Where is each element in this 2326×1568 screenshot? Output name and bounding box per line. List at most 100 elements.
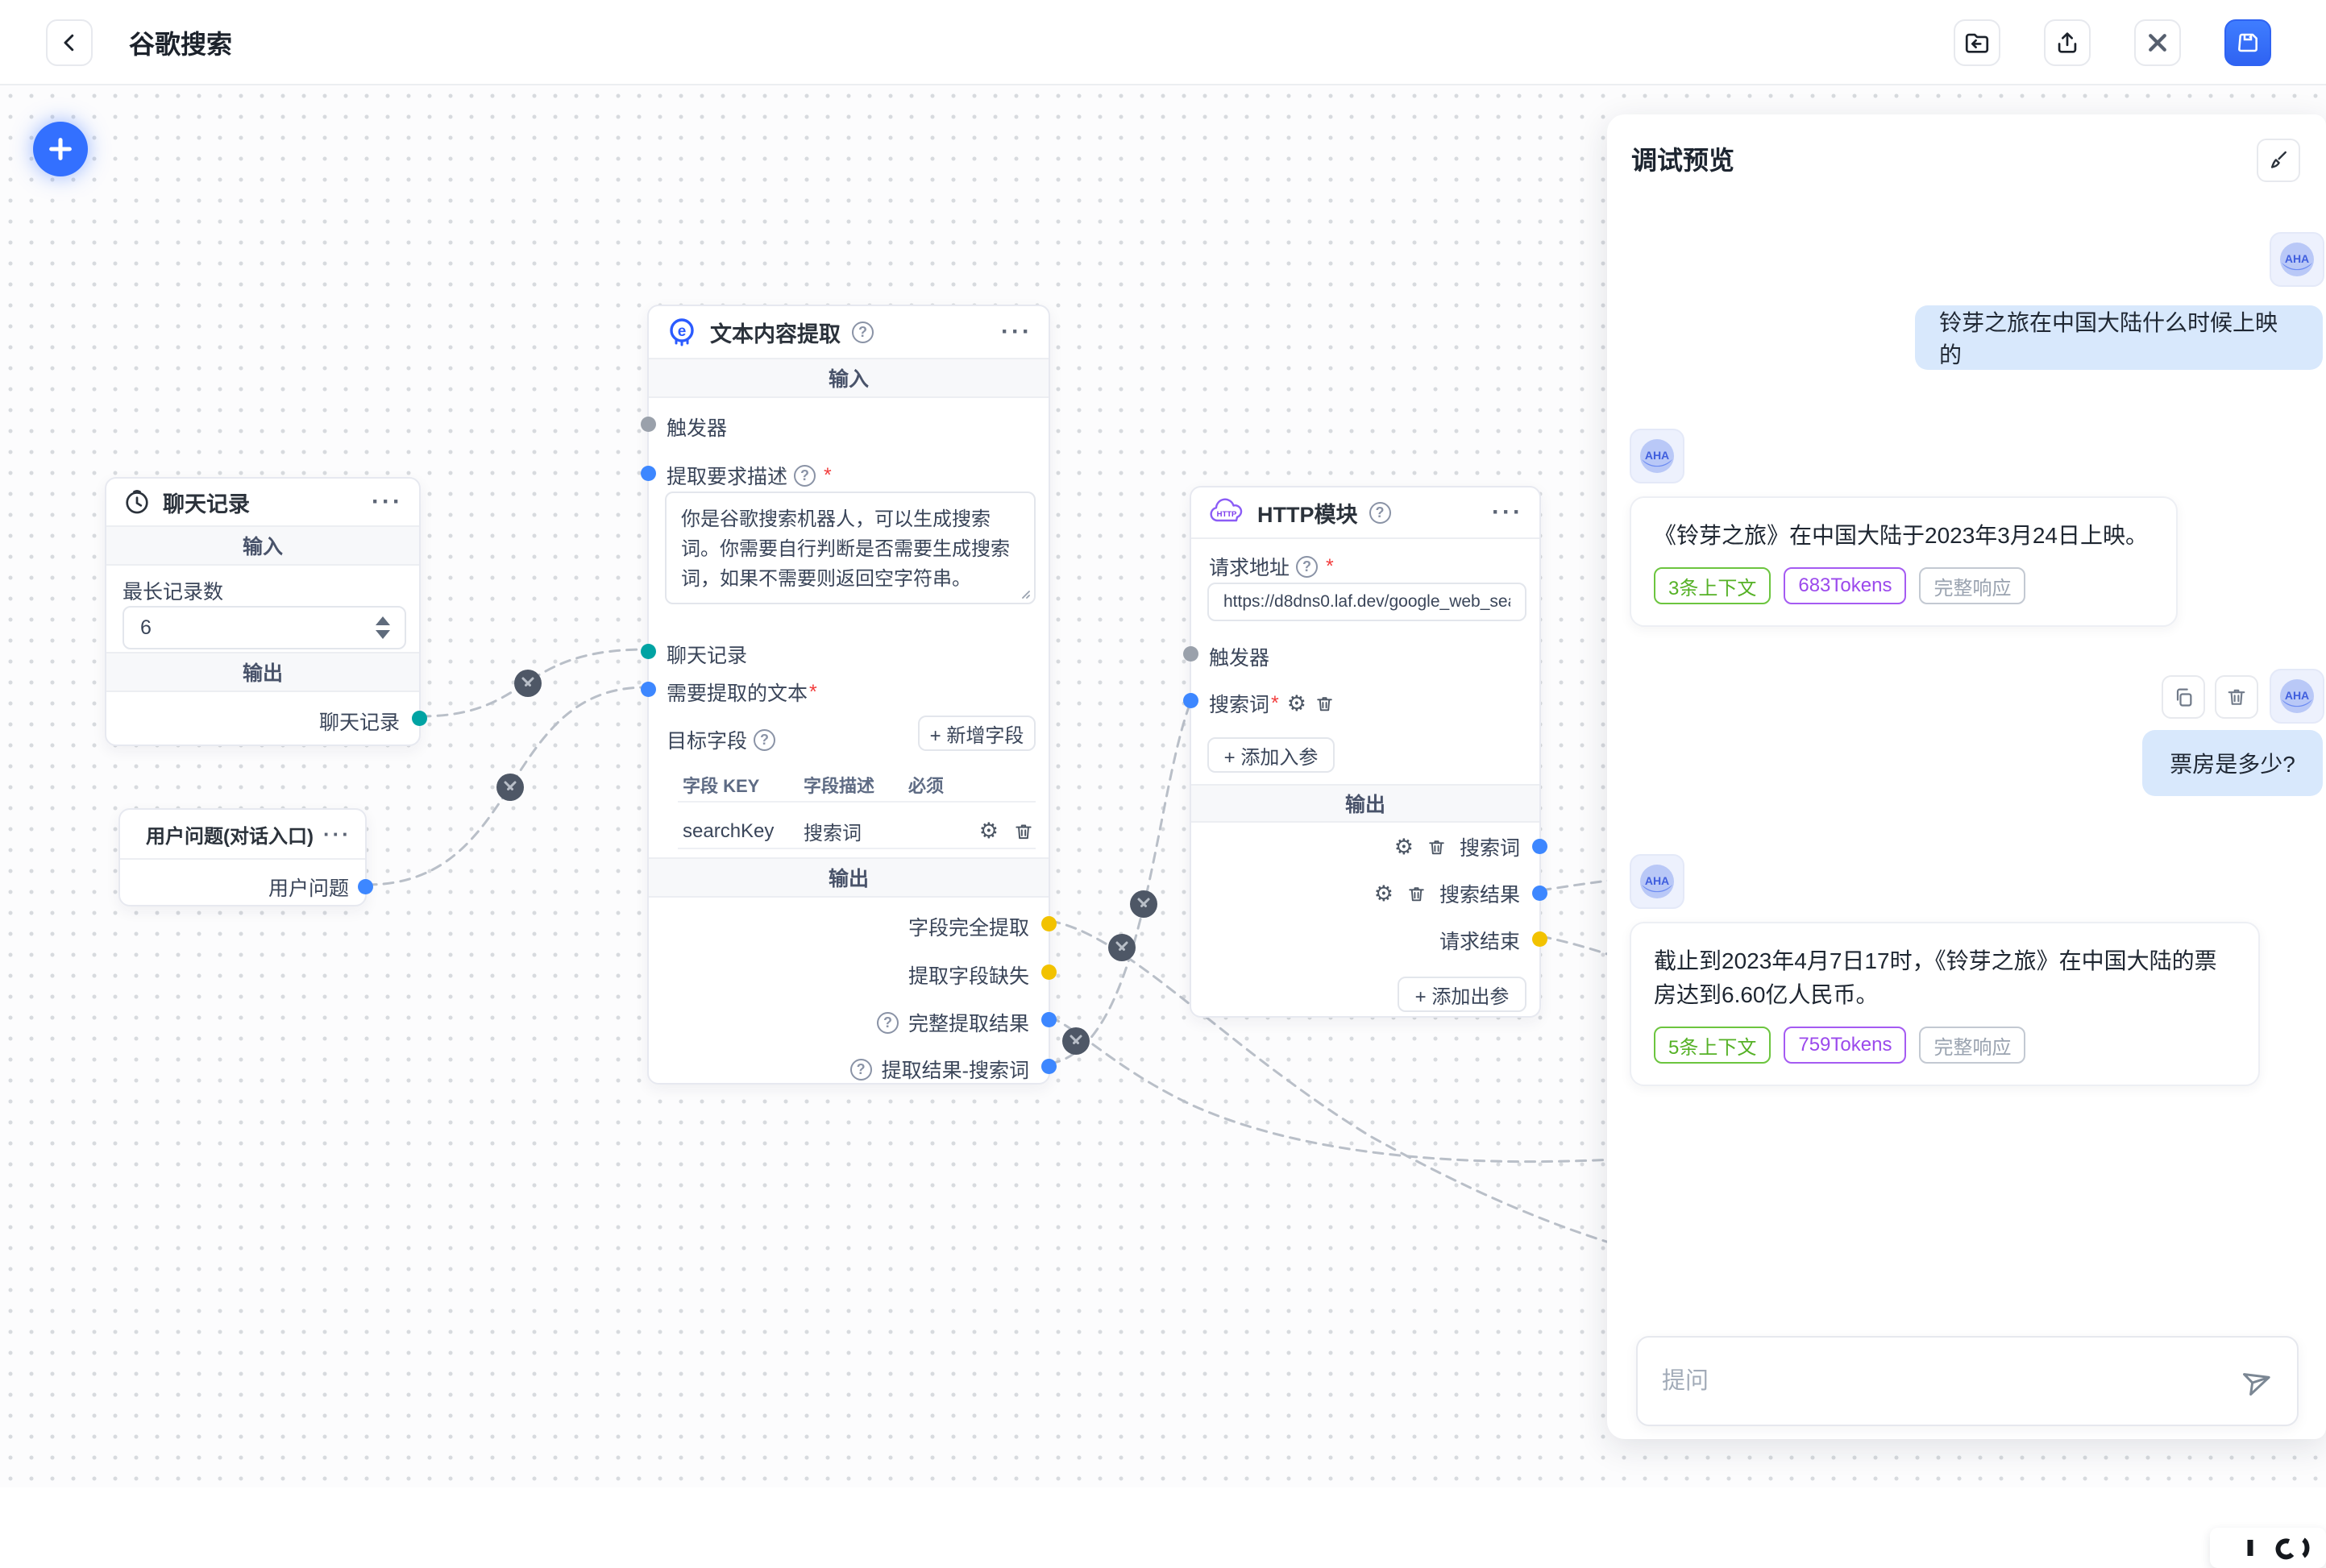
- url-input[interactable]: [1222, 591, 1512, 612]
- copy-message-button[interactable]: [2162, 675, 2205, 719]
- node-title: HTTP模块: [1257, 502, 1358, 527]
- ai-message-card: 截止到2023年4月7日17时，《铃芽之旅》在中国大陆的票房达到6.60亿人民币…: [1630, 922, 2260, 1086]
- open-folder-button[interactable]: [1954, 19, 2000, 66]
- export-button[interactable]: [2044, 19, 2091, 66]
- url-label: 请求地址: [1209, 557, 1290, 579]
- save-icon: [2238, 33, 2257, 52]
- help-icon[interactable]: ?: [754, 728, 776, 751]
- stepper-arrows[interactable]: [376, 616, 390, 639]
- output-row-user-question: 用户问题: [268, 873, 349, 902]
- trash-icon[interactable]: [1013, 821, 1034, 842]
- save-button[interactable]: [2224, 19, 2271, 66]
- add-node-button[interactable]: [33, 122, 88, 176]
- desc-textarea[interactable]: 你是谷歌搜索机器人，可以生成搜索词。你需要自行判断是否需要生成搜索词，如果不需要…: [665, 492, 1036, 604]
- help-icon[interactable]: ?: [852, 321, 874, 343]
- node-user-question-header[interactable]: 用户问题(对话入口) ···: [120, 810, 365, 860]
- node-chat-history[interactable]: 聊天记录 ··· 输入 最长记录数 输出 聊天记录: [105, 477, 427, 746]
- output-row: ⚙ 搜索词: [1394, 832, 1520, 861]
- node-text-extract-header[interactable]: e 文本内容提取 ? ···: [649, 306, 1049, 358]
- folder-import-icon: [1965, 33, 1989, 53]
- col-desc: 字段描述: [804, 776, 875, 796]
- svg-text:AHA: AHA: [2285, 252, 2309, 265]
- handle-out-search-key[interactable]: [1041, 1059, 1057, 1074]
- extract-icon: e: [670, 318, 694, 346]
- full-response-tag[interactable]: 完整响应: [1919, 567, 2026, 604]
- context-count-tag[interactable]: 5条上下文: [1654, 1027, 1771, 1064]
- handle-desc-in[interactable]: [641, 466, 656, 481]
- message-meta-tags: 5条上下文 759Tokens 完整响应: [1654, 1027, 2236, 1064]
- gear-icon[interactable]: ⚙: [1286, 691, 1306, 716]
- export-share-icon: [2058, 32, 2077, 53]
- handle-chat-history-out[interactable]: [412, 711, 427, 726]
- max-records-input[interactable]: [139, 615, 300, 641]
- handle-user-question-out[interactable]: [358, 879, 373, 894]
- node-menu-button[interactable]: ···: [1001, 318, 1032, 345]
- add-output-param-button[interactable]: + 添加出参: [1398, 977, 1526, 1012]
- trash-icon[interactable]: [1406, 884, 1427, 904]
- desc-label: 提取要求描述: [667, 466, 788, 488]
- step-up-icon[interactable]: [376, 616, 390, 625]
- handle-out-full-result[interactable]: [1041, 1012, 1057, 1027]
- back-button[interactable]: [46, 19, 93, 66]
- user-avatar-logo: AHA: [2280, 243, 2314, 276]
- tokens-tag[interactable]: 683Tokens: [1784, 567, 1907, 604]
- gear-icon[interactable]: ⚙: [1373, 881, 1394, 906]
- max-records-stepper[interactable]: [123, 606, 406, 649]
- handle-chat-history-in[interactable]: [641, 644, 656, 659]
- trash-icon[interactable]: [1315, 694, 1335, 714]
- trash-icon[interactable]: [1427, 837, 1447, 857]
- node-menu-button[interactable]: ···: [322, 821, 351, 846]
- tokens-tag[interactable]: 759Tokens: [1784, 1027, 1907, 1064]
- copy-icon: [2176, 688, 2192, 707]
- input-section-header: 输入: [106, 525, 419, 566]
- user-message-bubble: 铃芽之旅在中国大陆什么时候上映的: [1915, 305, 2323, 370]
- required-mark: *: [1271, 691, 1279, 715]
- trash-icon: [2228, 689, 2245, 705]
- step-down-icon[interactable]: [376, 630, 390, 639]
- node-chat-history-header[interactable]: 聊天记录 ···: [106, 479, 419, 525]
- resize-handle-icon[interactable]: [1018, 587, 1031, 599]
- handle-trigger-in[interactable]: [1183, 646, 1198, 662]
- output-label: 请求结束: [1439, 931, 1520, 953]
- field-table-row[interactable]: searchKey 搜索词 ⚙: [683, 817, 1034, 845]
- handle-out-search-result[interactable]: [1532, 886, 1547, 901]
- url-input-wrap[interactable]: [1207, 583, 1526, 621]
- clear-history-button[interactable]: [2257, 139, 2300, 182]
- help-icon[interactable]: ?: [1369, 501, 1391, 524]
- node-text-extract[interactable]: e 文本内容提取 ? ··· 输入 触发器 提取要求描述 ? * 你是谷歌搜索机…: [641, 305, 1057, 1085]
- help-icon[interactable]: ?: [876, 1011, 899, 1034]
- handle-out-request-end[interactable]: [1532, 931, 1547, 947]
- node-http[interactable]: HTTP HTTP模块 ? ··· 请求地址 ? * 触发器 搜索词* ⚙ + …: [1183, 486, 1547, 1018]
- output-label: 提取字段缺失: [908, 965, 1029, 988]
- delete-message-button[interactable]: [2215, 675, 2258, 719]
- chat-input-box[interactable]: [1636, 1336, 2299, 1426]
- gear-icon[interactable]: ⚙: [1394, 834, 1414, 859]
- handle-trigger-in[interactable]: [641, 417, 656, 432]
- gear-icon[interactable]: ⚙: [978, 819, 999, 843]
- help-icon[interactable]: ?: [794, 464, 816, 487]
- full-response-tag[interactable]: 完整响应: [1919, 1027, 2026, 1064]
- handle-out-search-key[interactable]: [1532, 839, 1547, 854]
- handle-out-fields-complete[interactable]: [1041, 916, 1057, 931]
- ai-avatar-logo: AHA: [1640, 865, 1674, 898]
- node-menu-button[interactable]: ···: [372, 488, 403, 515]
- output-label: 搜索词: [1459, 837, 1520, 860]
- canvas-zoom-toolbar[interactable]: [2210, 1528, 2326, 1568]
- handle-out-fields-missing[interactable]: [1041, 964, 1057, 980]
- handle-param-in[interactable]: [1183, 693, 1198, 708]
- chevron-left-icon: [64, 34, 74, 52]
- output-row: 提取字段缺失: [908, 960, 1029, 989]
- context-count-tag[interactable]: 3条上下文: [1654, 567, 1771, 604]
- send-icon[interactable]: [2241, 1364, 2274, 1398]
- node-user-question[interactable]: 用户问题(对话入口) ··· 用户问题: [118, 808, 373, 906]
- node-http-header[interactable]: HTTP HTTP模块 ? ···: [1191, 487, 1539, 539]
- add-field-button[interactable]: + 新增字段: [918, 716, 1036, 751]
- node-menu-button[interactable]: ···: [1492, 499, 1523, 525]
- help-icon[interactable]: ?: [849, 1058, 872, 1081]
- help-icon[interactable]: ?: [1296, 555, 1319, 578]
- handle-text-in[interactable]: [641, 682, 656, 697]
- close-button[interactable]: [2134, 19, 2181, 66]
- chat-input[interactable]: [1660, 1367, 2241, 1396]
- add-input-param-button[interactable]: + 添加入参: [1207, 737, 1335, 773]
- col-key: 字段 KEY: [683, 776, 760, 796]
